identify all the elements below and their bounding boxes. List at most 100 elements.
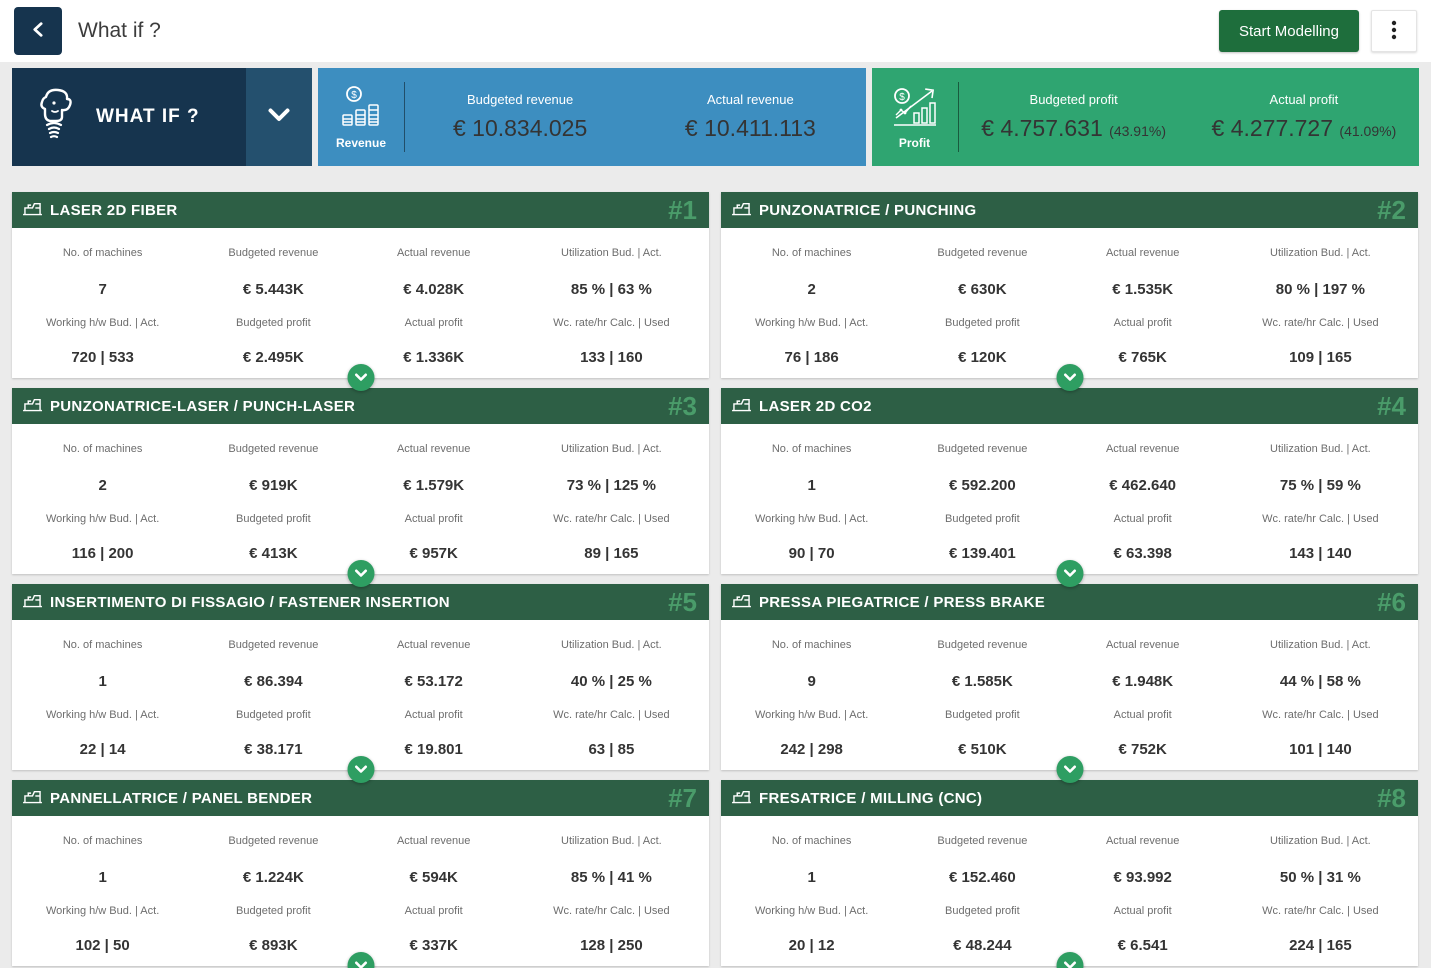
chevron-down-icon: [1063, 370, 1076, 385]
whatif-dropdown[interactable]: WHAT IF ?: [12, 68, 312, 166]
actual-revenue-value: € 10.411.113: [684, 115, 816, 141]
value-budgeted-profit: € 38.171: [244, 740, 303, 758]
machine-card: INSERTIMENTO DI FISSAGIO / FASTENER INSE…: [12, 584, 709, 783]
label-actual-profit: Actual profit: [1113, 905, 1172, 917]
label-budgeted-revenue: Budgeted revenue: [228, 639, 319, 651]
value-budgeted-revenue: € 86.394: [244, 672, 303, 690]
machine-card-body: No. of machines Budgeted revenue Actual …: [721, 424, 1418, 587]
machine-card-header: FRESATRICE / MILLING (CNC) #8: [721, 780, 1418, 816]
value-budgeted-revenue: € 1.585K: [951, 672, 1013, 690]
expand-card-button[interactable]: [1056, 756, 1083, 783]
panel-divider: [957, 82, 959, 152]
value-no-of-machines: 1: [807, 868, 816, 886]
label-actual-revenue: Actual revenue: [1105, 247, 1180, 259]
label-budgeted-profit: Budgeted profit: [945, 905, 1020, 917]
label-budgeted-revenue: Budgeted revenue: [937, 835, 1028, 847]
revenue-summary-panel: $ Revenue Budgeted revenue € 10.834.025 …: [318, 68, 866, 166]
punching-machine-icon: [731, 199, 752, 221]
value-utilization: 85 % | 63 %: [570, 280, 652, 298]
value-budgeted-profit: € 510K: [958, 740, 1007, 758]
label-budgeted-revenue: Budgeted revenue: [937, 247, 1028, 259]
machine-card-body: No. of machines Budgeted revenue Actual …: [12, 620, 709, 783]
expand-card-button[interactable]: [347, 364, 374, 391]
budgeted-revenue-value: € 10.834.025: [452, 115, 588, 141]
label-budgeted-revenue: Budgeted revenue: [937, 443, 1028, 455]
value-no-of-machines: 7: [98, 280, 107, 298]
value-budgeted-profit: € 120K: [958, 348, 1007, 366]
top-bar: What if ? Start Modelling: [0, 0, 1431, 62]
label-budgeted-revenue: Budgeted revenue: [228, 443, 319, 455]
label-actual-revenue: Actual revenue: [396, 247, 471, 259]
label-actual-profit: Actual profit: [404, 905, 463, 917]
chevron-down-icon: [354, 958, 367, 968]
expand-card-button[interactable]: [1056, 560, 1083, 587]
budgeted-revenue-label: Budgeted revenue: [466, 92, 574, 107]
value-actual-revenue: € 1.579K: [403, 476, 465, 494]
machine-card: PANNELLATRICE / PANEL BENDER #7 No. of m…: [12, 780, 709, 968]
value-wc-rate: 143 | 140: [1289, 544, 1352, 562]
machine-card: LASER 2D CO2 #4 No. of machines Budgeted…: [721, 388, 1418, 587]
value-budgeted-profit: € 139.401: [949, 544, 1016, 562]
start-modelling-button[interactable]: Start Modelling: [1218, 10, 1359, 52]
back-button[interactable]: [14, 7, 62, 55]
budgeted-profit-value: € 4.757.631 (43.91%): [981, 115, 1166, 141]
chevron-down-icon: [1063, 566, 1076, 581]
label-actual-revenue: Actual revenue: [396, 639, 471, 651]
machine-card-number: #7: [668, 783, 697, 813]
label-budgeted-profit: Budgeted profit: [945, 709, 1020, 721]
label-working-hw: Working h/w Bud. | Act.: [754, 905, 869, 917]
value-no-of-machines: 2: [98, 476, 107, 494]
label-utilization: Utilization Bud. | Act.: [561, 835, 662, 847]
chevron-down-icon: [268, 108, 290, 127]
label-wc-rate: Wc. rate/hr Calc. | Used: [553, 709, 670, 721]
expand-card-button[interactable]: [1056, 364, 1083, 391]
press-brake-machine-icon: [731, 591, 752, 613]
value-budgeted-revenue: € 592.200: [949, 476, 1016, 494]
whatif-caret-zone[interactable]: [246, 68, 312, 166]
revenue-icon-label: Revenue: [335, 135, 387, 150]
value-wc-rate: 101 | 140: [1289, 740, 1352, 758]
value-utilization: 40 % | 25 %: [570, 672, 652, 690]
value-budgeted-profit: € 48.244: [953, 936, 1012, 954]
machine-card-body: No. of machines Budgeted revenue Actual …: [721, 816, 1418, 968]
label-utilization: Utilization Bud. | Act.: [1270, 639, 1371, 651]
machine-card-body: No. of machines Budgeted revenue Actual …: [12, 816, 709, 968]
label-utilization: Utilization Bud. | Act.: [561, 443, 662, 455]
value-working-hw: 720 | 533: [71, 348, 134, 366]
chevron-down-icon: [1063, 762, 1076, 777]
value-working-hw: 90 | 70: [788, 544, 835, 562]
value-utilization: 44 % | 58 %: [1279, 672, 1361, 690]
expand-card-button[interactable]: [347, 756, 374, 783]
machine-card-title: PUNZONATRICE-LASER / PUNCH-LASER: [50, 397, 356, 415]
label-actual-profit: Actual profit: [1113, 513, 1172, 525]
label-budgeted-revenue: Budgeted revenue: [228, 247, 319, 259]
machine-card-header: PUNZONATRICE-LASER / PUNCH-LASER #3: [12, 388, 709, 424]
kebab-icon: [1391, 20, 1397, 43]
chevron-down-icon: [354, 370, 367, 385]
fastener-insertion-machine-icon: [22, 591, 43, 613]
page-title: What if ?: [78, 19, 161, 42]
value-budgeted-profit: € 893K: [249, 936, 298, 954]
budgeted-profit-label: Budgeted profit: [1029, 92, 1118, 107]
laser-machine-icon: [731, 395, 752, 417]
summary-band: WHAT IF ? $ Revenue: [12, 68, 1419, 166]
value-wc-rate: 109 | 165: [1289, 348, 1352, 366]
value-budgeted-revenue: € 152.460: [949, 868, 1016, 886]
chevron-down-icon: [354, 566, 367, 581]
value-actual-revenue: € 4.028K: [403, 280, 465, 298]
label-no-of-machines: No. of machines: [62, 443, 143, 455]
machine-card-header: INSERTIMENTO DI FISSAGIO / FASTENER INSE…: [12, 584, 709, 620]
label-no-of-machines: No. of machines: [62, 247, 143, 259]
value-actual-profit: € 752K: [1118, 740, 1167, 758]
profit-summary-panel: $ Profit Budgeted profit € 4.757.63: [871, 68, 1419, 166]
value-actual-revenue: € 462.640: [1109, 476, 1177, 494]
kebab-menu-button[interactable]: [1371, 10, 1417, 52]
machine-card-header: PANNELLATRICE / PANEL BENDER #7: [12, 780, 709, 816]
machine-card-number: #1: [668, 195, 697, 225]
label-working-hw: Working h/w Bud. | Act.: [45, 513, 160, 525]
value-actual-profit: € 63.398: [1113, 544, 1172, 562]
label-actual-profit: Actual profit: [404, 513, 463, 525]
expand-card-button[interactable]: [347, 560, 374, 587]
label-working-hw: Working h/w Bud. | Act.: [754, 709, 869, 721]
value-utilization: 85 % | 41 %: [570, 868, 652, 886]
